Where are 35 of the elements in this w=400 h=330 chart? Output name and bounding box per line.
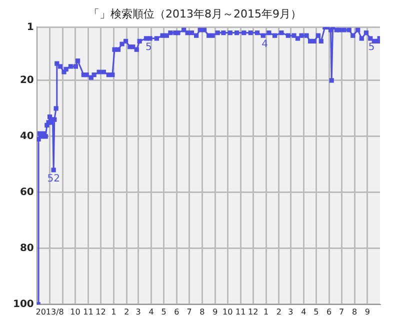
x-tick-label: 3 — [288, 307, 294, 316]
x-tick-label: 4 — [148, 307, 154, 316]
y-tick-label: 40 — [20, 130, 34, 142]
x-tick-label: 11 — [235, 307, 246, 316]
x-tick-label: 7 — [186, 307, 192, 316]
x-tick-label: 7 — [339, 307, 344, 316]
y-tick-label: 60 — [20, 186, 34, 198]
annotation: 4 — [262, 39, 268, 50]
x-tick-label: 1 — [263, 307, 269, 316]
x-tick-label: 3 — [136, 307, 141, 316]
x-tick-label: 10 — [222, 307, 233, 316]
x-tick-label: 9 — [364, 307, 370, 316]
x-tick-label: 1 — [111, 307, 116, 316]
x-tick-label: 9 — [212, 307, 218, 316]
x-tick-label: 5 — [314, 307, 319, 316]
x-tick-label: 8 — [352, 307, 358, 316]
x-tick-label: 6 — [174, 307, 180, 316]
annotation: 5 — [146, 42, 152, 53]
x-tick-label: 5 — [161, 307, 166, 316]
x-tick-label: 2 — [124, 307, 130, 316]
y-tick-label: 80 — [20, 242, 34, 254]
x-tick-label: 12 — [248, 307, 258, 316]
y-tick-label: 1 — [26, 22, 34, 33]
x-tick-label: 10 — [70, 307, 80, 316]
x-tick-label: 6 — [326, 307, 332, 316]
x-tick-label: 8 — [200, 307, 205, 316]
x-tick-label: 2 — [276, 307, 282, 316]
x-tick-label: 2013/8 — [36, 307, 64, 316]
annotation: 52 — [47, 174, 60, 185]
x-tick-label: 4 — [301, 307, 306, 316]
y-tick-label: 100 — [13, 298, 34, 310]
x-tick-label: 12 — [96, 307, 106, 316]
x-tick-label: 11 — [83, 307, 94, 316]
y-tick-label: 20 — [20, 74, 34, 86]
chart-title: 「」検索順位（2013年8月～2015年9月） — [88, 7, 302, 20]
